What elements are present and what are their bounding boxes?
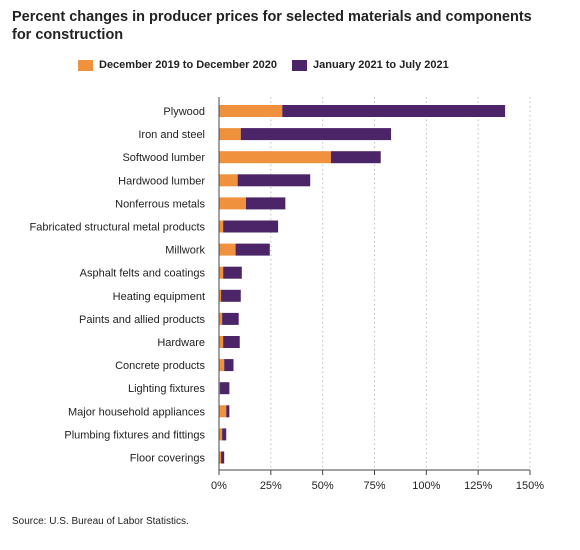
bar-series-1 bbox=[219, 312, 223, 325]
chart-title: Percent changes in producer prices for s… bbox=[12, 9, 532, 43]
x-tick-label: 50% bbox=[312, 480, 334, 492]
bar-series-2 bbox=[221, 451, 225, 464]
bar-series-2 bbox=[223, 266, 242, 279]
category-label: Nonferrous metals bbox=[115, 198, 205, 210]
bar-series-1 bbox=[219, 428, 223, 441]
bar-series-2 bbox=[245, 197, 286, 210]
bar-series-2 bbox=[220, 382, 230, 395]
bar-series-2 bbox=[282, 105, 506, 117]
legend: December 2019 to December 2020 January 2… bbox=[0, 57, 580, 73]
bar-series-1 bbox=[219, 266, 224, 279]
category-label: Paints and allied products bbox=[79, 314, 205, 326]
legend-label-series-1: December 2019 to December 2020 bbox=[99, 59, 277, 71]
bar-series-1 bbox=[219, 220, 224, 233]
bar-series-1 bbox=[219, 359, 225, 372]
bar-series-2 bbox=[223, 220, 279, 233]
category-label: Softwood lumber bbox=[122, 152, 205, 164]
bar-series-1 bbox=[219, 336, 224, 348]
legend-swatch-series-2 bbox=[292, 59, 307, 71]
category-label: Iron and steel bbox=[138, 129, 205, 141]
bar-series-1 bbox=[219, 405, 227, 418]
bar-series-1 bbox=[219, 243, 236, 256]
x-tick-label: 0% bbox=[211, 480, 227, 492]
legend-item-series-1: December 2019 to December 2020 bbox=[78, 57, 277, 73]
x-tick-label: 100% bbox=[412, 480, 440, 492]
category-label: Heating equipment bbox=[113, 291, 205, 303]
bar-series-2 bbox=[226, 405, 230, 418]
bar-series-2 bbox=[223, 336, 240, 348]
x-tick-label: 25% bbox=[260, 480, 282, 492]
x-axis: 0% 25% 50% 75% 100% 125% 150% bbox=[211, 97, 544, 492]
source-note: Source: U.S. Bureau of Labor Statistics. bbox=[12, 516, 189, 527]
bar-series-2 bbox=[221, 289, 241, 302]
category-label: Floor coverings bbox=[130, 453, 206, 465]
grid-lines bbox=[270, 97, 531, 470]
bar-series-1 bbox=[219, 128, 241, 141]
bar-series-1 bbox=[219, 197, 246, 210]
bar-series-2 bbox=[222, 428, 227, 441]
category-label: Concrete products bbox=[115, 360, 205, 372]
bar-series-1 bbox=[219, 382, 221, 395]
bars bbox=[219, 105, 506, 464]
category-label: Fabricated structural metal products bbox=[30, 222, 206, 234]
x-tick-label: 75% bbox=[363, 480, 385, 492]
category-label: Plywood bbox=[163, 106, 205, 118]
category-labels: Plywood Iron and steel Softwood lumber Hard… bbox=[30, 106, 206, 465]
x-tick-label: 150% bbox=[516, 480, 544, 492]
bar-series-2 bbox=[224, 359, 234, 372]
category-label: Hardware bbox=[157, 337, 205, 349]
bar-chart: Plywood Iron and steel Softwood lumber Hard… bbox=[30, 97, 544, 492]
bar-series-2 bbox=[222, 312, 239, 325]
legend-item-series-2: January 2021 to July 2021 bbox=[292, 57, 449, 73]
category-label: Millwork bbox=[165, 245, 205, 257]
bar-series-2 bbox=[235, 243, 270, 256]
bar-series-2 bbox=[240, 128, 392, 141]
category-label: Plumbing fixtures and fittings bbox=[64, 429, 205, 441]
bar-series-1 bbox=[219, 174, 238, 187]
bar-series-1 bbox=[219, 151, 331, 164]
x-tick-label: 125% bbox=[464, 480, 492, 492]
bar-series-1 bbox=[219, 451, 222, 464]
category-label: Lighting fixtures bbox=[128, 383, 206, 395]
category-label: Major household appliances bbox=[68, 406, 205, 418]
bar-series-1 bbox=[219, 289, 222, 302]
legend-swatch-series-1 bbox=[78, 59, 93, 71]
bar-series-2 bbox=[237, 174, 311, 187]
category-label: Hardwood lumber bbox=[118, 175, 205, 187]
bar-series-1 bbox=[219, 105, 283, 117]
bar-series-2 bbox=[330, 151, 381, 164]
legend-label-series-2: January 2021 to July 2021 bbox=[313, 59, 449, 71]
category-label: Asphalt felts and coatings bbox=[80, 268, 206, 280]
